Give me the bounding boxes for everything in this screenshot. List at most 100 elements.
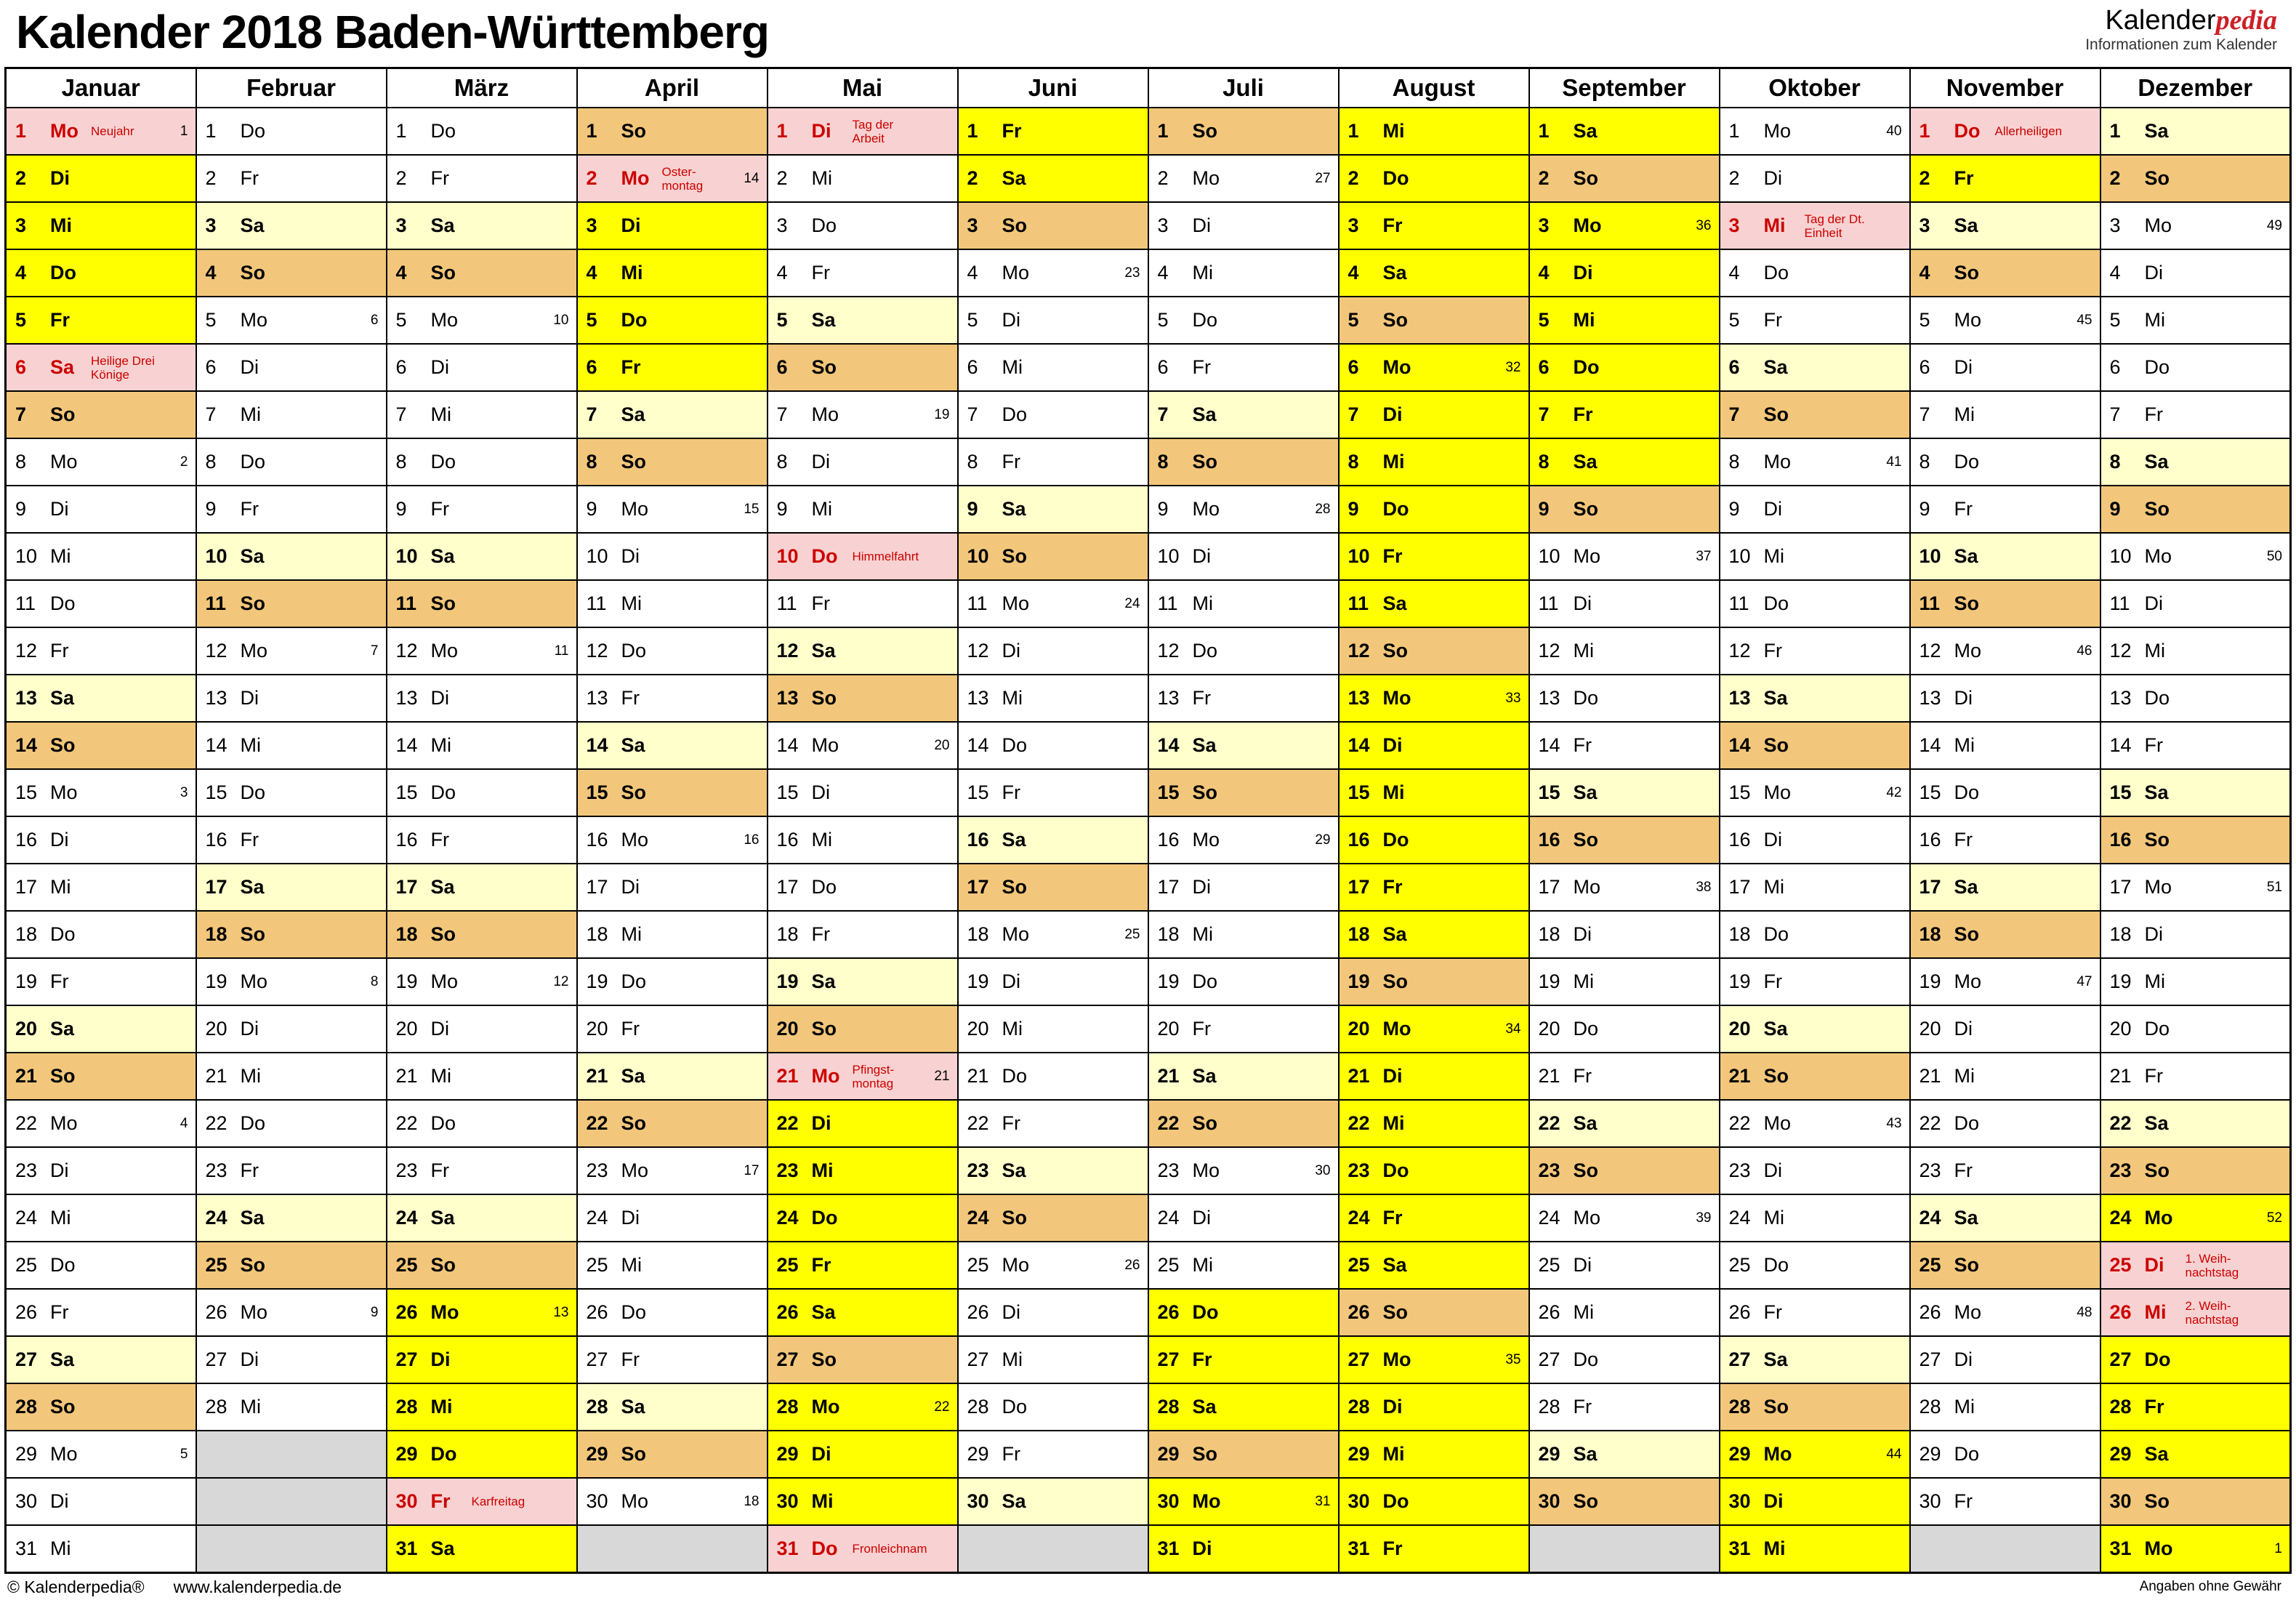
day-cell-7-22: 22 So bbox=[1147, 1099, 1340, 1148]
day-cell-content: 11 So bbox=[388, 582, 576, 626]
day-cell-content: 29 Do bbox=[1912, 1432, 2099, 1476]
weekday-label: Do bbox=[1192, 1301, 1219, 1323]
day-cell-10-4: 4 Do bbox=[1718, 249, 1911, 297]
day-cell-4-22: 22 So bbox=[576, 1099, 768, 1148]
week-number: 40 bbox=[1886, 123, 1902, 139]
weekday-label: Do bbox=[430, 1112, 456, 1134]
day-cell-2-13: 13 Di bbox=[195, 674, 387, 723]
day-number: 7 bbox=[205, 403, 217, 425]
day-cell-11-25: 25 So bbox=[1909, 1241, 2101, 1290]
day-number: 10 bbox=[967, 545, 989, 567]
day-cell-5-8: 8 Di bbox=[766, 438, 959, 486]
day-cell-5-17: 17 Do bbox=[766, 863, 959, 912]
day-cell-6-4: 4 Mo 23 bbox=[956, 249, 1149, 297]
day-number: 22 bbox=[967, 1112, 989, 1134]
day-cell-content: 9 Mo 15 bbox=[579, 487, 766, 531]
weekday-label: Do bbox=[1382, 167, 1409, 189]
day-cell-4-26: 26 Do bbox=[576, 1288, 768, 1337]
day-cell-content: 15 Do bbox=[198, 771, 385, 815]
weekday-label: Fr bbox=[1382, 545, 1403, 567]
weekday-label: Fr bbox=[1954, 167, 1974, 189]
day-number: 5 bbox=[776, 309, 788, 331]
day-cell-content: 21 Mo Pfingst- montag 21 bbox=[769, 1054, 956, 1098]
weekday-label: Mo bbox=[1192, 498, 1220, 520]
day-number: 9 bbox=[15, 498, 27, 520]
day-cell-content: 23 Sa bbox=[959, 1149, 1147, 1193]
weekday-label: Sa bbox=[1192, 734, 1217, 756]
weekday-label: Sa bbox=[1002, 167, 1026, 189]
holiday-label: Karfreitag bbox=[471, 1495, 525, 1508]
day-cell-6-25: 25 Mo 26 bbox=[956, 1241, 1149, 1290]
weekday-label: Mi bbox=[811, 829, 833, 851]
day-cell-content: 16 Fr bbox=[388, 818, 576, 862]
day-cell-content: 21 Fr bbox=[2102, 1054, 2289, 1098]
day-cell-12-16: 16 So bbox=[2099, 816, 2292, 864]
day-cell-content: 20 Mi bbox=[959, 1007, 1147, 1051]
day-cell-content: 12 Mi bbox=[1531, 629, 1718, 673]
day-cell-10-5: 5 Fr bbox=[1718, 296, 1911, 345]
weekday-label: Mo bbox=[1192, 167, 1220, 189]
day-number: 23 bbox=[15, 1159, 38, 1181]
kalenderpedia-logo[interactable]: Kalenderpedia bbox=[2085, 6, 2277, 35]
day-cell-content: 11 Di bbox=[1531, 582, 1718, 626]
day-cell-12-20: 20 Do bbox=[2099, 1005, 2292, 1053]
weekday-label: Di bbox=[1954, 356, 1973, 378]
day-number: 26 bbox=[395, 1301, 418, 1323]
weekday-label: So bbox=[240, 262, 266, 284]
day-number: 4 bbox=[1919, 262, 1930, 284]
day-number: 11 bbox=[1538, 592, 1559, 614]
week-number: 1 bbox=[2274, 1540, 2282, 1556]
weekday-label: Fr bbox=[811, 1254, 831, 1276]
weekday-label: Mi bbox=[2144, 309, 2166, 331]
page-header: Kalender 2018 Baden-Württemberg Kalender… bbox=[0, 0, 2296, 67]
week-number: 34 bbox=[1505, 1021, 1521, 1037]
day-number: 25 bbox=[1348, 1254, 1370, 1276]
day-number: 21 bbox=[15, 1065, 38, 1087]
day-cell-content: 4 Mi bbox=[1150, 251, 1337, 295]
calendar-row-21: 21 So 21 Mi 21 Mi 21 Sa 21 Mo Pfingst- montag 21 21 D… bbox=[4, 1052, 2292, 1101]
day-number: 24 bbox=[205, 1207, 227, 1229]
weekday-label: So bbox=[621, 451, 647, 473]
weekday-label: So bbox=[240, 1254, 266, 1276]
day-number: 10 bbox=[15, 545, 38, 567]
day-cell-content: 19 Sa bbox=[769, 960, 956, 1004]
day-cell-8-20: 20 Mo 34 bbox=[1337, 1005, 1530, 1053]
empty-cell-9-31 bbox=[1528, 1524, 1720, 1574]
day-cell-content: 4 Fr bbox=[769, 251, 956, 295]
day-number: 19 bbox=[776, 970, 799, 992]
weekday-label: Mi bbox=[1954, 403, 1975, 425]
day-number: 9 bbox=[967, 498, 978, 520]
day-cell-8-26: 26 So bbox=[1337, 1288, 1530, 1337]
logo-block: Kalenderpedia Informationen zum Kalender bbox=[2085, 3, 2277, 54]
day-cell-6-2: 2 Sa bbox=[956, 154, 1149, 203]
week-number: 42 bbox=[1886, 784, 1902, 800]
weekday-label: Mi bbox=[1382, 451, 1405, 473]
day-cell-content: 26 Mi bbox=[1531, 1290, 1718, 1335]
day-cell-3-9: 9 Fr bbox=[385, 485, 578, 534]
weekday-label: Sa bbox=[811, 309, 836, 331]
website-link[interactable]: www.kalenderpedia.de bbox=[173, 1577, 342, 1596]
day-cell-9-6: 6 Do bbox=[1528, 343, 1720, 392]
week-number: 38 bbox=[1696, 879, 1712, 895]
calendar-row-24: 24 Mi 24 Sa 24 Sa 24 Di 24 Do 24 So 24 Di 24 Fr 24 Mo 39 24… bbox=[4, 1194, 2292, 1242]
day-cell-3-3: 3 Sa bbox=[385, 201, 578, 250]
day-cell-3-7: 7 Mi bbox=[385, 390, 578, 439]
weekday-label: Mo bbox=[1763, 451, 1792, 473]
day-cell-content: 5 Sa bbox=[769, 298, 956, 342]
month-header-8: August bbox=[1337, 67, 1530, 108]
weekday-label: Mo bbox=[50, 451, 78, 473]
day-number: 30 bbox=[1157, 1490, 1180, 1512]
day-cell-content: 10 Mo 50 bbox=[2102, 534, 2289, 579]
weekday-label: Sa bbox=[430, 214, 455, 236]
day-cell-9-12: 12 Mi bbox=[1528, 627, 1720, 675]
day-number: 22 bbox=[205, 1112, 227, 1134]
day-cell-10-20: 20 Sa bbox=[1718, 1005, 1911, 1053]
day-number: 14 bbox=[15, 734, 38, 756]
day-number: 21 bbox=[1919, 1065, 1941, 1087]
empty-cell-11-31 bbox=[1909, 1524, 2101, 1574]
day-number: 10 bbox=[1919, 545, 1941, 567]
weekday-label: Sa bbox=[1002, 498, 1026, 520]
weekday-label: Mo bbox=[1002, 262, 1030, 284]
day-number: 12 bbox=[1157, 640, 1180, 662]
